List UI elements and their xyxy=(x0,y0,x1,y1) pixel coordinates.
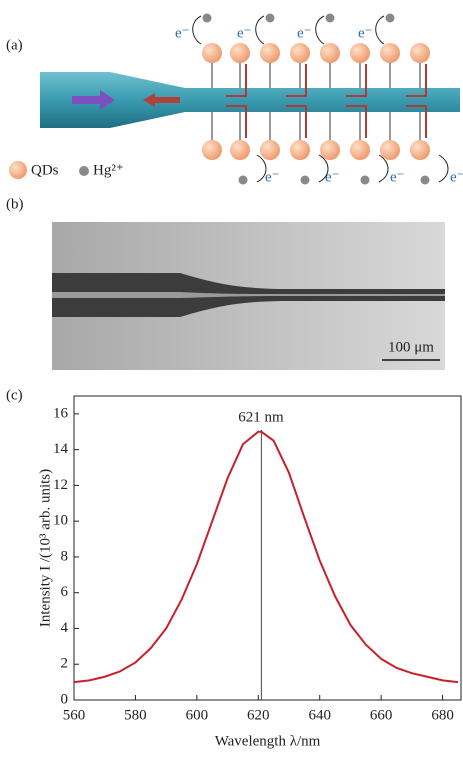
qd xyxy=(260,140,280,160)
y-tick-label: 14 xyxy=(53,441,69,457)
energy-path xyxy=(226,64,247,97)
energy-path xyxy=(226,105,247,138)
hg-ion xyxy=(385,13,395,23)
x-tick-label: 640 xyxy=(308,707,331,723)
energy-path xyxy=(286,105,307,138)
transfer-arc xyxy=(192,15,202,45)
qd xyxy=(202,140,222,160)
y-tick-label: 2 xyxy=(61,656,69,672)
energy-path xyxy=(406,64,427,97)
qd xyxy=(230,140,250,160)
qd xyxy=(410,140,430,160)
y-axis-label: Intensity I /(10³ arb. units) xyxy=(37,469,53,627)
transfer-arc xyxy=(378,154,389,183)
qd xyxy=(202,43,222,63)
electron-label: e⁻ xyxy=(450,169,463,185)
hg-ion xyxy=(238,175,248,185)
qd xyxy=(290,43,310,63)
qd xyxy=(320,140,340,160)
line xyxy=(73,430,459,684)
y-tick-label: 4 xyxy=(61,620,69,636)
x-tick-label: 580 xyxy=(124,707,147,723)
x-tick-label: 680 xyxy=(431,707,454,723)
qd xyxy=(320,43,340,63)
qd xyxy=(350,43,370,63)
electron-label: e⁻ xyxy=(358,25,373,41)
energy-path xyxy=(346,105,367,138)
transfer-arc xyxy=(318,154,329,183)
energy-path xyxy=(406,105,427,138)
hg-ion xyxy=(265,13,275,23)
legend-qd xyxy=(9,161,27,179)
qd xyxy=(230,43,250,63)
y-tick-label: 10 xyxy=(53,513,68,529)
electron-label: e⁻ xyxy=(237,25,252,41)
qd xyxy=(350,140,370,160)
hg-ion xyxy=(300,175,310,185)
qd xyxy=(410,43,430,63)
qd-array xyxy=(202,43,430,160)
transfer-arc xyxy=(256,154,267,183)
panel-label: (c) xyxy=(6,387,23,403)
qd xyxy=(290,140,310,160)
x-axis-label: Wavelength λ/nm xyxy=(215,733,321,749)
energy-path xyxy=(346,64,367,97)
fiber-core xyxy=(52,292,445,298)
y-tick-label: 16 xyxy=(53,405,69,421)
chart: 0 2 4 6 8 10 12 14 16 560 580 600 620 640 660 680 Wavele… xyxy=(37,395,462,749)
electron-label: e⁻ xyxy=(325,169,340,185)
x-tick-label: 620 xyxy=(247,707,270,723)
transfer-arc xyxy=(315,15,325,45)
x-tick-label: 560 xyxy=(63,707,86,723)
qd xyxy=(380,140,400,160)
qd xyxy=(260,43,280,63)
energy-path xyxy=(286,64,307,97)
electron-label: e⁻ xyxy=(265,169,280,185)
y-tick-label: 6 xyxy=(61,584,69,600)
hg-ion xyxy=(420,175,430,185)
panel-label: (a) xyxy=(6,37,23,53)
hg-ion xyxy=(325,13,335,23)
transfer-arc xyxy=(438,154,449,183)
fiber xyxy=(40,72,460,128)
panel-label: (b) xyxy=(6,196,24,212)
legend-label: QDs xyxy=(31,162,59,178)
legend-hg xyxy=(79,166,89,176)
legend-label: Hg²⁺ xyxy=(93,162,124,178)
electron-label: e⁻ xyxy=(175,25,190,41)
transfer-arc xyxy=(375,15,385,45)
x-tick-label: 660 xyxy=(370,707,393,723)
x-tick-label: 600 xyxy=(186,707,209,723)
hg-ion xyxy=(202,13,212,23)
y-tick-label: 8 xyxy=(61,548,69,564)
qd xyxy=(380,43,400,63)
electron-label: e⁻ xyxy=(390,169,405,185)
electron-label: e⁻ xyxy=(297,25,312,41)
y-tick-label: 0 xyxy=(61,691,69,707)
input-arrow xyxy=(72,90,115,110)
y-tick-label: 12 xyxy=(53,477,68,493)
transfer-arc xyxy=(255,15,265,45)
back-arrow xyxy=(143,93,180,107)
hg-ion xyxy=(360,175,370,185)
plot-frame xyxy=(73,395,462,701)
annotation: 621 nm xyxy=(238,409,284,425)
scale-bar-label: 100 μm xyxy=(388,339,434,355)
